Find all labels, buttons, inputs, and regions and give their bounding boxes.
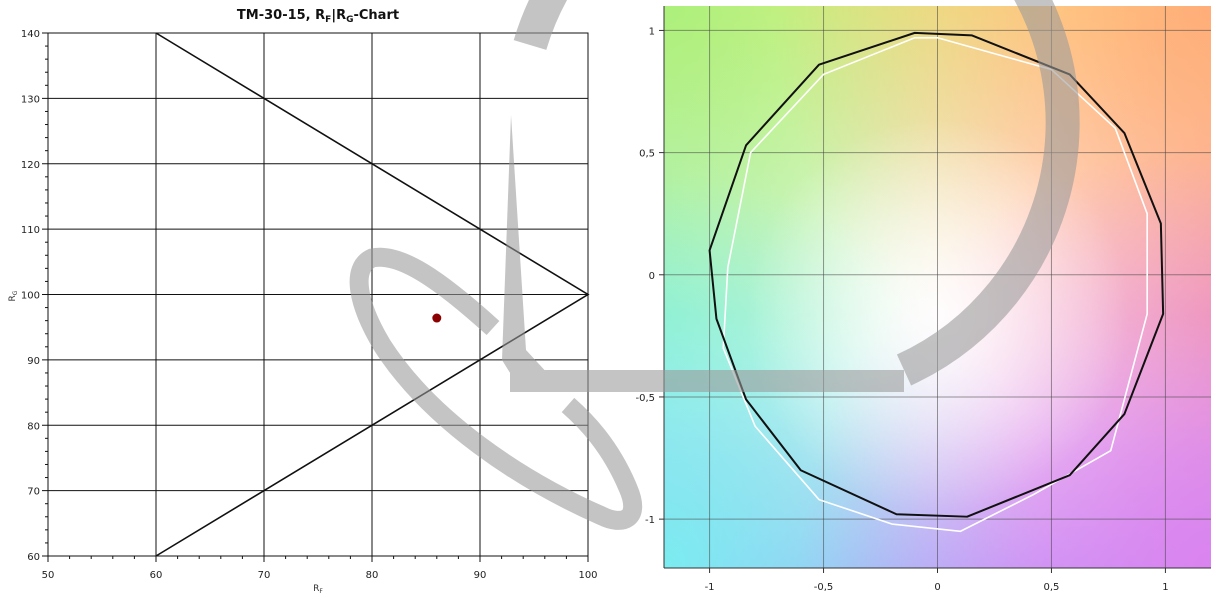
x-tick-label: 60 [150, 570, 163, 581]
gamut-boundary-line [155, 32, 590, 557]
y-tick-label: 60 [27, 552, 40, 563]
watermark-logo [349, 0, 1080, 530]
title-end: -Chart [353, 8, 399, 23]
y-tick-label: 1 [649, 26, 655, 37]
y-axis-label: RG [8, 290, 19, 301]
gamut-triangle [155, 32, 590, 557]
x-tick-label: -1 [705, 582, 715, 593]
title-sub-f: F [325, 15, 331, 25]
x-tick-label: 0,5 [1044, 582, 1060, 593]
y-tick-label: 90 [27, 356, 40, 367]
x-tick-label: 70 [258, 570, 271, 581]
right-tick-labels: -1 -0,5 0 0,5 1 1 0,5 0 -0,5 -1 [635, 26, 1168, 593]
color-vector-chart: -1 -0,5 0 0,5 1 1 0,5 0 -0,5 -1 [635, 6, 1211, 593]
x-tick-label: 100 [578, 570, 597, 581]
x-tick-label: -0,5 [814, 582, 834, 593]
x-tick-label: 80 [366, 570, 379, 581]
y-tick-label: 80 [27, 421, 40, 432]
left-points [432, 313, 442, 323]
y-axis-label-sub: G [12, 290, 19, 295]
chart-title: TM-30-15, RF|RG-Chart [237, 8, 399, 25]
x-tick-label: 0 [934, 582, 940, 593]
test-source-polygon [708, 31, 1165, 518]
x-axis-label-sub: F [319, 588, 323, 595]
right-series [708, 31, 1165, 533]
y-tick-label: 100 [21, 291, 40, 302]
y-tick-label: 120 [21, 160, 40, 171]
y-tick-label: 0 [649, 271, 655, 282]
right-grid [659, 6, 1211, 573]
title-mid: |R [331, 8, 346, 23]
y-axis-label-main: R [8, 295, 18, 301]
y-tick-label: 70 [27, 487, 40, 498]
rf-rg-chart: TM-30-15, RF|RG-Chart 50 60 70 80 90 10060708… [8, 8, 598, 595]
y-tick-label: 110 [21, 225, 40, 236]
y-tick-label: -0,5 [635, 393, 655, 404]
x-tick-label: 1 [1162, 582, 1168, 593]
y-tick-label: -1 [645, 515, 655, 526]
y-tick-label: 130 [21, 94, 40, 105]
reference-source-polygon [722, 36, 1148, 533]
title-sub-g: G [346, 15, 353, 25]
y-tick-label: 0,5 [639, 149, 655, 160]
x-tick-label: 50 [42, 570, 55, 581]
x-tick-label: 90 [474, 570, 487, 581]
rf-rg-point [432, 313, 442, 323]
x-axis-label-main: R [313, 584, 319, 594]
title-main: TM-30-15, R [237, 8, 325, 23]
x-axis-label: RF [313, 584, 323, 595]
y-tick-label: 140 [21, 29, 40, 40]
